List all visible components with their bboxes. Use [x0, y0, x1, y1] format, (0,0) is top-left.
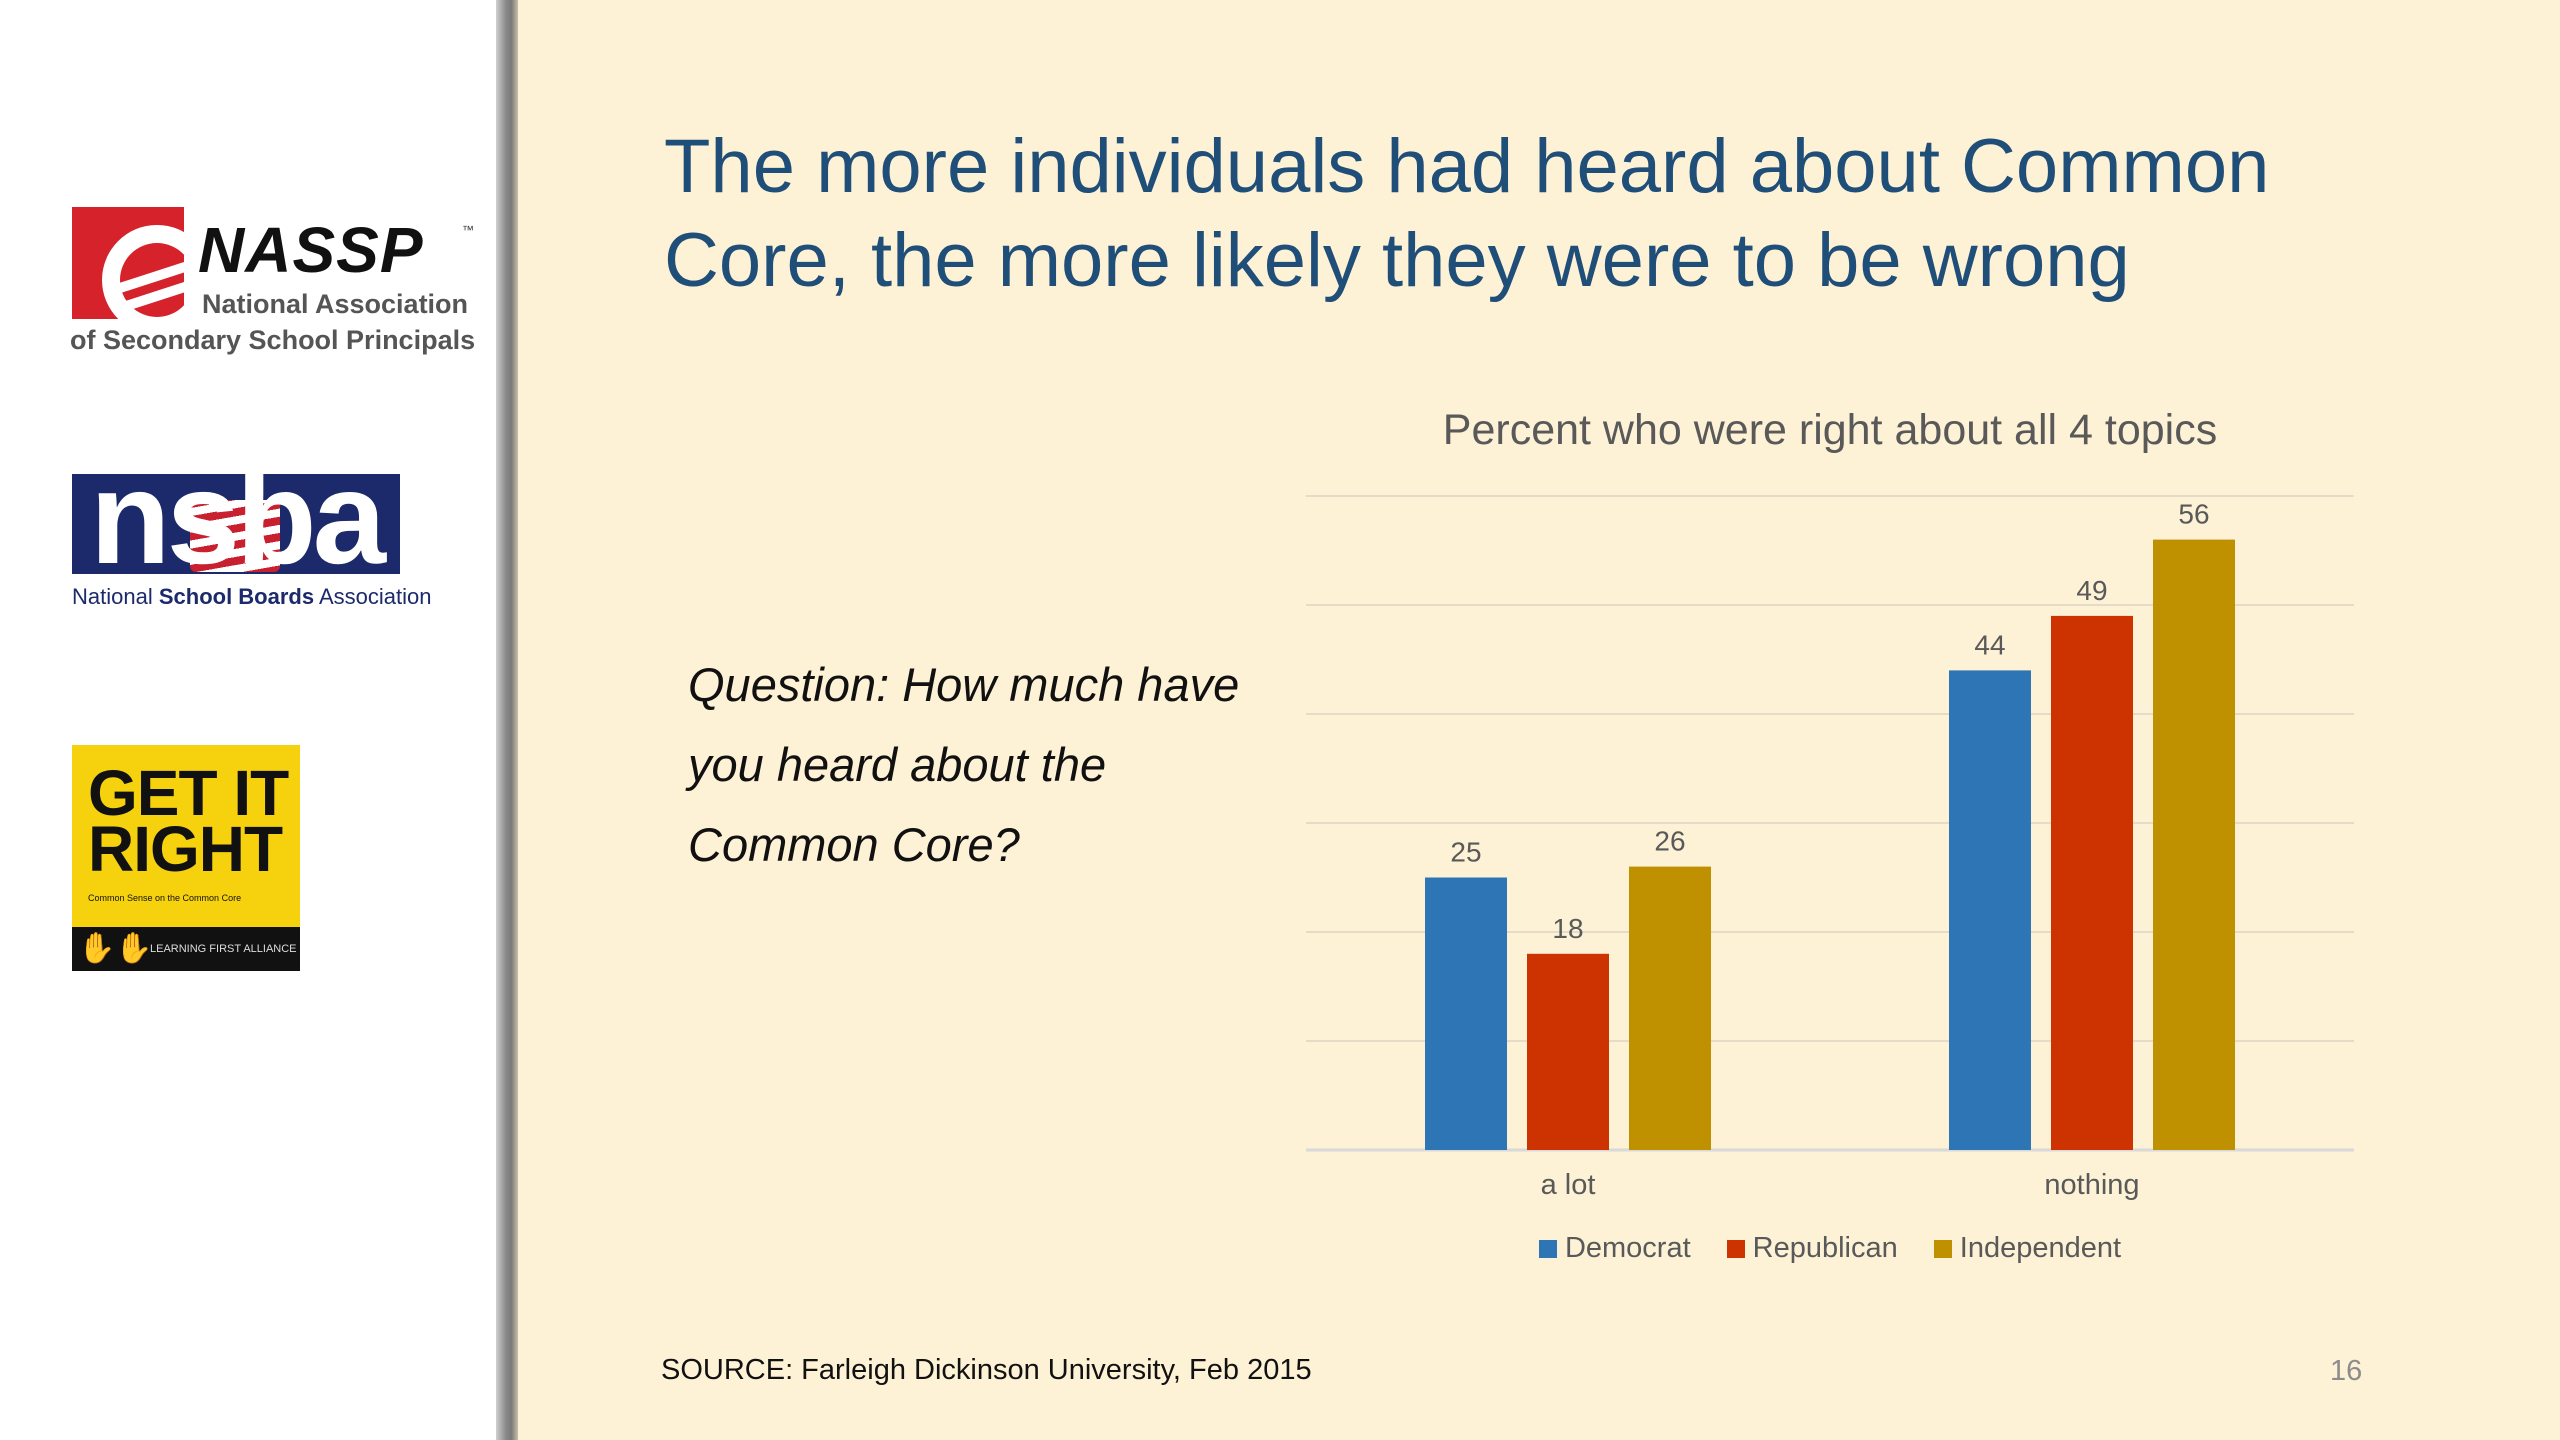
page-number: 16 — [2330, 1355, 2363, 1387]
nassp-logo-name: NASSP — [198, 214, 424, 286]
data-label-democrat: 44 — [1974, 629, 2005, 660]
legend-swatch-republican — [1726, 1239, 1745, 1258]
data-label-republican: 18 — [1552, 913, 1583, 944]
data-label-democrat: 25 — [1450, 837, 1481, 868]
data-label-independent: 56 — [2178, 499, 2209, 530]
nsba-wordmark: nsba — [72, 474, 400, 574]
nassp-logo: NASSP ™ National Association of Secondar… — [70, 205, 475, 365]
chart-legend: Democrat Republican Independent — [1300, 1232, 2360, 1265]
chart-title: Percent who were right about all 4 topic… — [1442, 406, 2218, 454]
legend-swatch-independent — [1933, 1239, 1952, 1258]
get-it-right-band-text: LEARNING FIRST ALLIANCE — [150, 943, 297, 955]
legend-item-independent: Independent — [1933, 1232, 2122, 1265]
legend-label-democrat: Democrat — [1564, 1232, 1691, 1264]
flag-icon — [190, 500, 280, 572]
category-label: nothing — [2044, 1169, 2139, 1201]
get-it-right-band: ✋✋ LEARNING FIRST ALLIANCE — [72, 927, 300, 971]
legend-item-democrat: Democrat — [1538, 1232, 1691, 1265]
source-note: SOURCE: Farleigh Dickinson University, F… — [661, 1354, 1312, 1386]
nassp-emblem-icon — [72, 207, 184, 319]
slide-title: The more individuals had heard about Com… — [664, 124, 2270, 303]
data-label-independent: 26 — [1654, 826, 1685, 857]
survey-question: Question: How much have you heard about … — [688, 658, 1240, 871]
nsba-logo-word: nsba — [89, 474, 386, 574]
bar-democrat-a-lot — [1425, 877, 1507, 1150]
bar-republican-a-lot — [1527, 953, 1609, 1150]
legend-swatch-democrat — [1538, 1239, 1557, 1258]
bar-democrat-nothing — [1949, 670, 2031, 1150]
get-it-right-logo: GET IT RIGHT Common Sense on the Common C… — [72, 745, 300, 971]
nassp-logo-line2: of Secondary School Principals — [70, 325, 476, 355]
bar-independent-a-lot — [1629, 866, 1711, 1150]
raised-hands-icon: ✋✋ — [78, 932, 153, 965]
nsba-logo: nsba National School Boards Association — [72, 474, 432, 614]
logo-sidebar: NASSP ™ National Association of Secondar… — [0, 0, 496, 1440]
bar-chart: 25 18 26 a lot 44 49 56 nothing — [1306, 495, 2354, 1201]
nassp-trademark: ™ — [462, 223, 474, 237]
nassp-logo-line1: National Association — [202, 289, 469, 319]
get-it-right-title: GET IT RIGHT — [88, 757, 289, 885]
nsba-logo-subtitle: National School Boards Association — [72, 584, 432, 609]
legend-label-independent: Independent — [1959, 1232, 2122, 1264]
bar-independent-nothing — [2153, 539, 2235, 1150]
data-label-republican: 49 — [2076, 575, 2107, 606]
category-label: a lot — [1541, 1169, 1596, 1201]
sidebar-divider — [496, 0, 518, 1440]
legend-item-republican: Republican — [1726, 1232, 1898, 1265]
get-it-right-tagline: Common Sense on the Common Core — [88, 893, 242, 903]
bar-republican-nothing — [2051, 615, 2133, 1150]
legend-label-republican: Republican — [1752, 1232, 1898, 1264]
